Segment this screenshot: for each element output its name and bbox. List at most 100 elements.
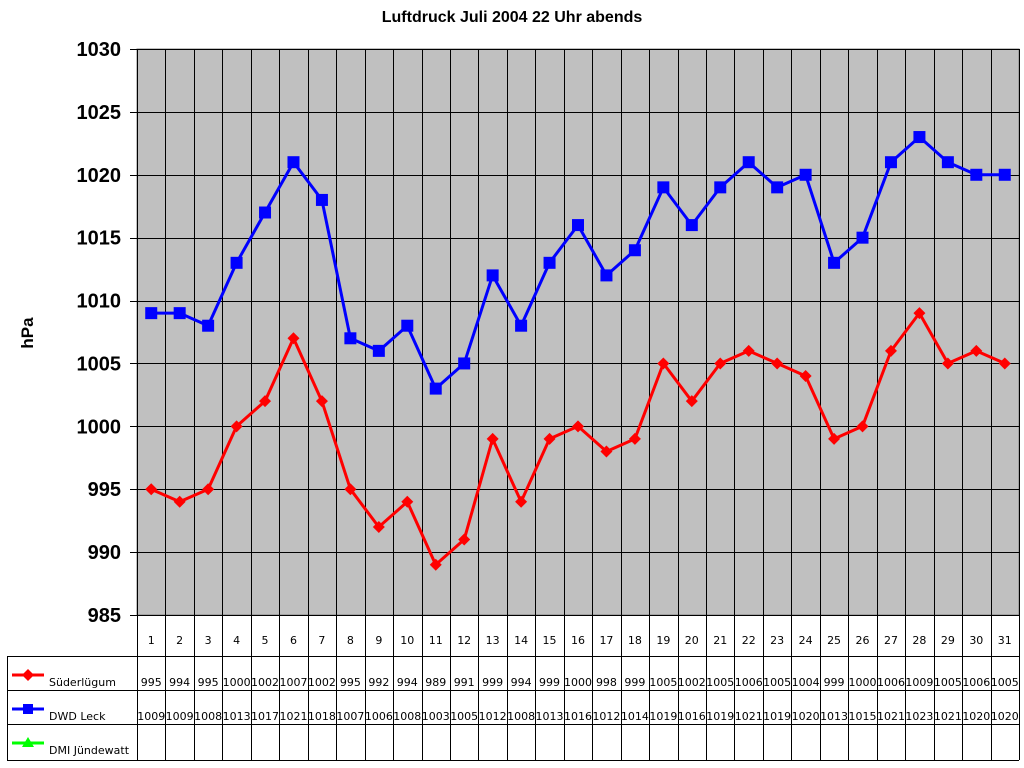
square-marker: [714, 181, 727, 194]
square-marker: [372, 344, 385, 357]
table-cell: 999: [824, 676, 845, 689]
table-cell: 1020: [991, 710, 1019, 723]
square-marker: [828, 256, 841, 269]
square-marker: [145, 307, 158, 320]
table-cell: 1021: [934, 710, 962, 723]
table-cell: 1006: [735, 676, 763, 689]
category-label: 27: [884, 634, 898, 647]
diamond-marker: [799, 370, 812, 383]
table-cell: 995: [340, 676, 361, 689]
square-marker: [600, 269, 613, 282]
table-cell: 1005: [649, 676, 677, 689]
table-cell: 995: [141, 676, 162, 689]
square-marker: [401, 319, 414, 332]
y-tick-label: 995: [88, 479, 121, 501]
diamond-marker: [202, 483, 215, 496]
table-cell: 1012: [592, 710, 620, 723]
legend-square-icon: [23, 704, 33, 714]
category-label: 28: [912, 634, 926, 647]
diamond-marker: [742, 344, 755, 357]
category-label: 17: [599, 634, 613, 647]
legend-label: DMI Jündewatt: [49, 744, 130, 757]
square-marker: [628, 244, 641, 257]
table-cell: 1005: [934, 676, 962, 689]
table-cell: 1003: [422, 710, 450, 723]
category-label: 9: [375, 634, 382, 647]
table-cell: 999: [482, 676, 503, 689]
category-label: 3: [205, 634, 212, 647]
table-cell: 1013: [536, 710, 564, 723]
category-label: 16: [571, 634, 585, 647]
square-marker: [173, 307, 186, 320]
y-tick-label: 1000: [77, 416, 122, 438]
category-label: 25: [827, 634, 841, 647]
category-label: 30: [969, 634, 983, 647]
diamond-marker: [145, 483, 158, 496]
table-cell: 1005: [763, 676, 791, 689]
category-label: 1: [148, 634, 155, 647]
table-cell: 1021: [279, 710, 307, 723]
table-cell: 1015: [849, 710, 877, 723]
category-label: 5: [262, 634, 269, 647]
diamond-marker: [600, 445, 613, 458]
square-marker: [884, 156, 897, 169]
category-label: 12: [457, 634, 471, 647]
category-label: 22: [742, 634, 756, 647]
square-marker: [771, 181, 784, 194]
square-marker: [202, 319, 215, 332]
table-cell: 1009: [166, 710, 194, 723]
table-cell: 1013: [223, 710, 251, 723]
table-cell: 999: [539, 676, 560, 689]
diamond-marker: [344, 483, 357, 496]
category-label: 8: [347, 634, 354, 647]
table-cell: 1006: [877, 676, 905, 689]
category-label: 29: [941, 634, 955, 647]
diamond-marker: [998, 357, 1011, 370]
table-cell: 1017: [251, 710, 279, 723]
category-label: 21: [713, 634, 727, 647]
table-cell: 1023: [905, 710, 933, 723]
diamond-marker: [259, 395, 272, 408]
table-cell: 1019: [649, 710, 677, 723]
diamond-marker: [572, 420, 584, 433]
category-label: 11: [429, 634, 443, 647]
category-label: 2: [176, 634, 183, 647]
category-label: 20: [685, 634, 699, 647]
table-cell: 1019: [763, 710, 791, 723]
y-tick-label: 1005: [77, 353, 122, 375]
table-cell: 1013: [820, 710, 848, 723]
category-label: 23: [770, 634, 784, 647]
diamond-marker: [714, 357, 727, 370]
diamond-marker: [771, 357, 784, 370]
table-cell: 1008: [393, 710, 421, 723]
diamond-marker: [628, 432, 641, 445]
square-marker: [429, 382, 442, 395]
square-marker: [259, 206, 272, 219]
diamond-marker: [657, 357, 670, 370]
square-marker: [742, 156, 755, 169]
y-tick-label: 985: [88, 605, 121, 627]
y-tick-label: 1030: [77, 39, 122, 61]
square-marker: [572, 219, 584, 232]
data-series: [145, 131, 1011, 571]
diamond-marker: [828, 432, 841, 445]
diamond-marker: [970, 344, 983, 357]
diamond-marker: [429, 558, 442, 571]
table-cell: 1007: [336, 710, 364, 723]
y-tick-label: 1010: [77, 291, 122, 313]
category-label: 7: [318, 634, 325, 647]
y-tick-label: 1025: [77, 102, 122, 124]
table-cell: 1012: [479, 710, 507, 723]
table-cell: 1000: [564, 676, 592, 689]
diamond-marker: [315, 395, 328, 408]
square-marker: [913, 131, 926, 144]
table-cell: 991: [454, 676, 475, 689]
legend-label: DWD Leck: [49, 710, 106, 723]
square-marker: [941, 156, 954, 169]
category-label: 6: [290, 634, 297, 647]
square-marker: [799, 168, 812, 181]
table-cell: 1006: [962, 676, 990, 689]
table-cell: 999: [624, 676, 645, 689]
table-cell: 1000: [223, 676, 251, 689]
